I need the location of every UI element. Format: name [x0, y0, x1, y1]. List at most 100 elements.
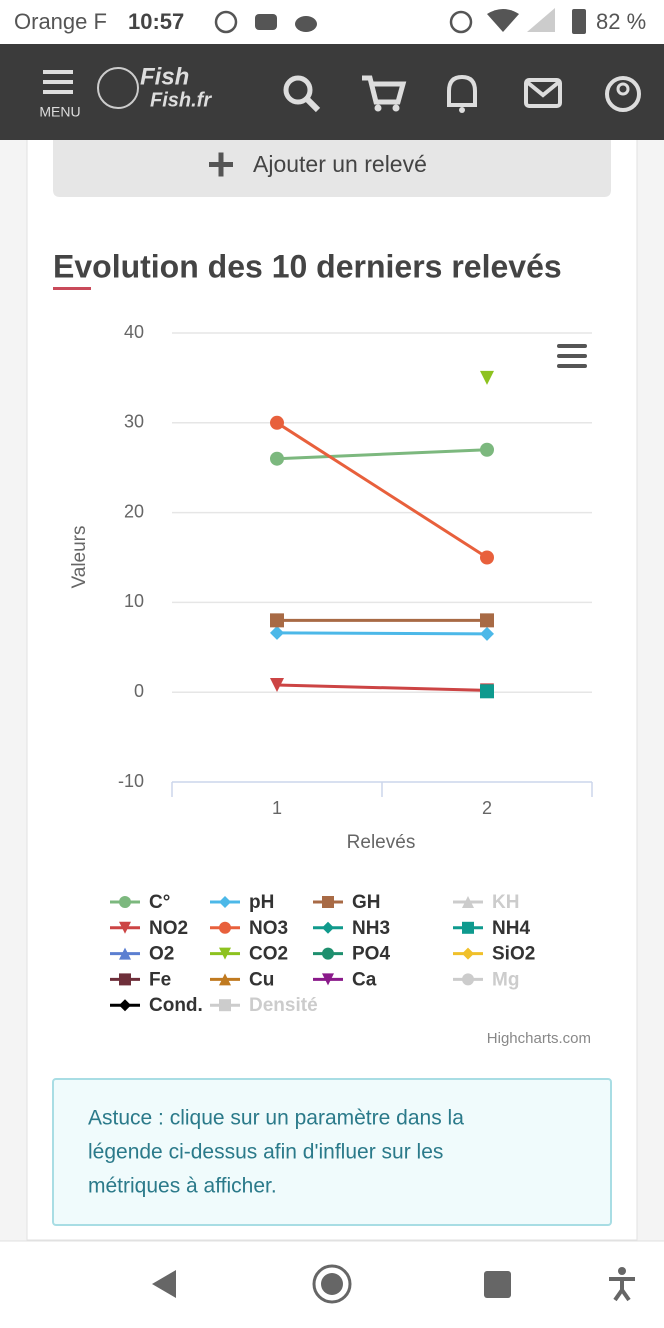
chart-menu-bar	[557, 354, 587, 358]
legend-item[interactable]: CO2	[210, 944, 288, 965]
mail-flap	[525, 80, 561, 98]
marker	[480, 613, 494, 628]
menu-button[interactable]: MENU	[39, 70, 81, 120]
title-underline	[53, 287, 91, 290]
marker	[270, 451, 284, 466]
legend-item[interactable]: KH	[453, 892, 519, 913]
notifications-button[interactable]	[447, 74, 477, 113]
legend-symbol	[219, 947, 231, 960]
legend-item[interactable]: Cond.	[110, 995, 203, 1016]
legend-label: Cond.	[149, 995, 203, 1016]
legend-item[interactable]: Mg	[453, 969, 519, 990]
legend-item[interactable]: SiO2	[453, 944, 535, 965]
search-button[interactable]	[283, 75, 321, 113]
legend-item[interactable]: NO2	[110, 918, 188, 939]
legend-symbol	[219, 999, 231, 1012]
y-tick-label: -10	[118, 771, 144, 791]
legend-item[interactable]: Fe	[110, 969, 171, 990]
legend-item[interactable]: Densité	[210, 995, 318, 1016]
marker	[480, 442, 494, 457]
legend-label: KH	[492, 892, 519, 913]
alarm-icon	[449, 10, 473, 34]
menu-bar	[43, 70, 73, 74]
tip-line: légende ci-dessus afin d'influer sur les	[88, 1141, 443, 1164]
y-tick-label: 0	[134, 681, 144, 701]
legend-symbol	[322, 947, 334, 960]
logo-text: Fish.fr	[150, 89, 212, 111]
legend-item[interactable]: Cu	[210, 969, 274, 990]
legend-symbol	[119, 921, 131, 934]
carrier: Orange F	[14, 9, 107, 34]
chart-menu-bar	[557, 344, 587, 348]
messages-button[interactable]	[524, 78, 562, 108]
legend-item[interactable]: NH3	[313, 918, 390, 939]
chart-menu-button[interactable]	[557, 344, 587, 368]
y-tick-label: 10	[124, 591, 144, 611]
account-button[interactable]	[605, 76, 641, 112]
marker	[270, 625, 284, 640]
legend-label: Mg	[492, 969, 519, 990]
legend-label: Cu	[249, 969, 274, 990]
legend-item[interactable]: NO3	[210, 918, 288, 939]
legend-symbol	[462, 921, 474, 934]
header	[0, 44, 664, 140]
legend-symbol	[322, 896, 334, 908]
tip-line: Astuce : clique sur un paramètre dans la	[88, 1107, 464, 1130]
search-icon	[283, 75, 313, 105]
plus-icon	[218, 152, 224, 177]
cart-wheel	[392, 104, 400, 112]
legend-symbol	[322, 973, 334, 986]
legend-item[interactable]: pH	[210, 892, 274, 913]
legend-label: SiO2	[492, 944, 535, 965]
button-background	[53, 140, 611, 197]
legend-item[interactable]: O2	[110, 944, 174, 965]
marker	[270, 613, 284, 628]
home-button[interactable]	[312, 1264, 352, 1304]
y-tick-label: 20	[124, 501, 144, 521]
recents-button[interactable]	[484, 1271, 511, 1298]
chart-credits[interactable]: Highcharts.com	[487, 1030, 591, 1047]
legend-symbol	[119, 973, 131, 986]
whatsapp-icon	[214, 10, 238, 34]
legend-symbol	[219, 973, 231, 986]
discord-icon	[255, 14, 277, 30]
legend-label: CO2	[249, 944, 288, 965]
add-reading-button[interactable]: Ajouter un relevé	[53, 140, 611, 197]
series-line	[276, 421, 488, 559]
legend-label: Fe	[149, 969, 171, 990]
series-line	[276, 631, 488, 636]
clock: 10:57	[128, 9, 184, 34]
menu-bar	[43, 80, 73, 84]
logo[interactable]: Fish Fish.fr	[97, 63, 212, 111]
logo-fish	[97, 67, 139, 109]
search-handle	[304, 96, 321, 113]
y-axis-title: Valeurs	[69, 525, 90, 588]
legend-label: O2	[149, 944, 174, 965]
legend-item[interactable]: PO4	[313, 944, 390, 965]
bell-icon	[447, 74, 477, 107]
legend-label: Ca	[352, 969, 377, 990]
cart-button[interactable]	[362, 75, 407, 112]
series-line	[276, 448, 488, 461]
legend-item[interactable]: C°	[110, 892, 170, 913]
legend-item[interactable]: GH	[313, 892, 381, 913]
tip-line: métriques à afficher.	[88, 1175, 277, 1198]
menu-bar	[43, 90, 73, 94]
legend-symbol	[119, 896, 131, 908]
accessibility-body	[609, 1277, 635, 1302]
legend-symbol	[219, 921, 231, 934]
legend-symbol	[119, 947, 131, 960]
battery-level: 82 %	[596, 9, 646, 34]
y-tick-label: 40	[124, 322, 144, 342]
back-button[interactable]	[152, 1270, 176, 1298]
account-head	[616, 82, 630, 96]
legend-item[interactable]: NH4	[453, 918, 530, 939]
plot-area	[270, 370, 494, 699]
legend-item[interactable]: Ca	[313, 969, 377, 990]
battery-icon	[572, 9, 586, 34]
legend-symbol	[119, 999, 131, 1012]
grid: -10 0 10 20 30 40 1 2	[118, 322, 593, 818]
accessibility-button[interactable]	[609, 1267, 635, 1302]
legend-label: GH	[352, 892, 381, 913]
